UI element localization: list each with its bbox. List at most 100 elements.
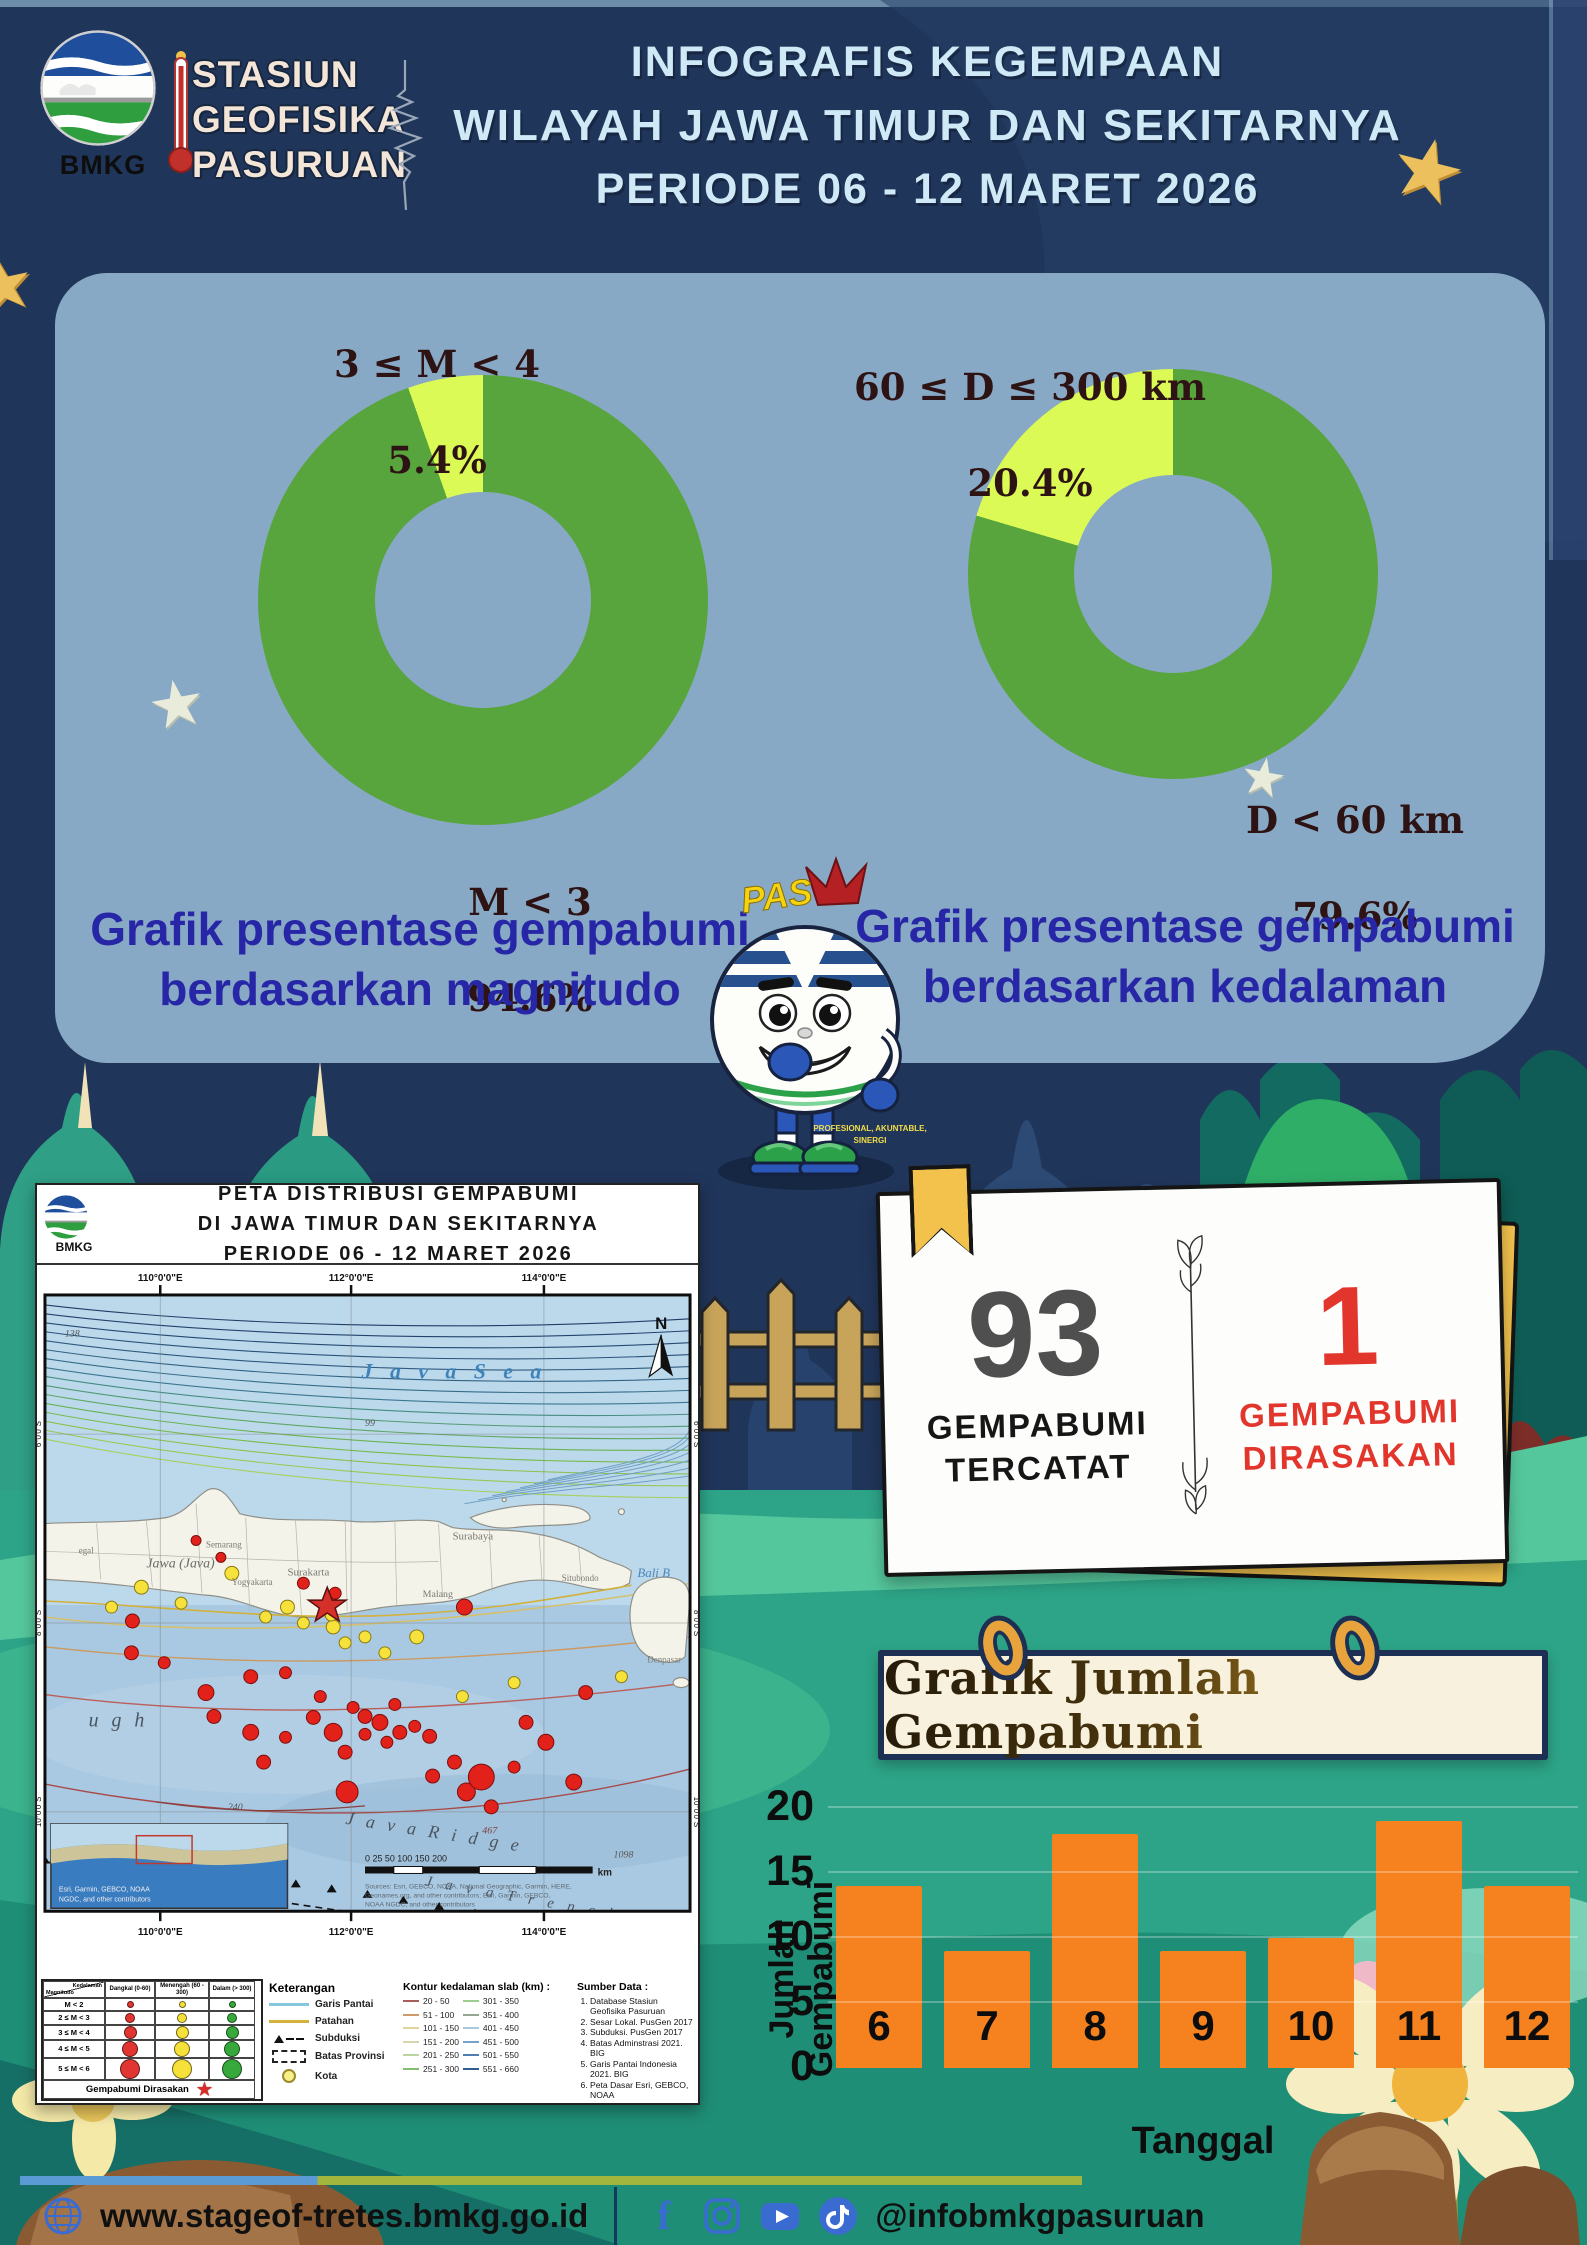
svg-text:km: km bbox=[598, 1867, 613, 1878]
x-tick: 6 bbox=[867, 2002, 891, 2049]
svg-text:110°0'0"E: 110°0'0"E bbox=[138, 1927, 183, 1938]
svg-text:Surabaya: Surabaya bbox=[452, 1530, 493, 1542]
title-line-1: INFOGRAFIS KEGEMPAAN bbox=[630, 38, 1225, 86]
kontur-range: 101 - 150 bbox=[403, 2023, 459, 2033]
svg-text:240: 240 bbox=[228, 1802, 243, 1813]
kontur-range: 151 - 200 bbox=[403, 2037, 459, 2047]
magnitude-depth-table: Kedalaman Magnitudo Dangkal (0-60) Menengah… bbox=[41, 1979, 263, 2101]
svg-text:f: f bbox=[658, 2195, 672, 2237]
donut-label-d60: D < 60 km 79.6% bbox=[1245, 798, 1464, 939]
donut-chart-depth bbox=[968, 369, 1378, 779]
coastline-icon bbox=[269, 2003, 309, 2006]
website-link[interactable]: www.stageof-tretes.bmkg.go.id bbox=[100, 2197, 589, 2234]
svg-text:138: 138 bbox=[65, 1329, 80, 1340]
kontur-range: 251 - 300 bbox=[403, 2064, 459, 2074]
legend-sumber-data: Sumber Data : Database Stasiun Geofisika… bbox=[577, 1979, 694, 2101]
fault-icon bbox=[269, 2020, 309, 2023]
map-header: BMKG PETA DISTRIBUSI GEMPABUMI DI JAWA T… bbox=[37, 1183, 698, 1265]
svg-text:Bali B: Bali B bbox=[637, 1565, 670, 1580]
sumber-item: Batas Adminstrasi 2021. BIG bbox=[590, 2038, 694, 2059]
mascot-motto-2: SINERGI bbox=[854, 1136, 887, 1145]
youtube-icon[interactable] bbox=[759, 2195, 801, 2237]
bmkg-logo-icon bbox=[43, 1194, 89, 1240]
x-tick: 9 bbox=[1191, 2002, 1215, 2049]
svg-text:egal: egal bbox=[79, 1545, 94, 1555]
bar-10 bbox=[1268, 1938, 1354, 2068]
x-tick: 8 bbox=[1083, 2002, 1107, 2049]
bar-11 bbox=[1376, 1821, 1462, 2068]
mascot-pas: PAS PROFESIONAL, AKUNTABLE, SINERGI bbox=[710, 856, 927, 1190]
stat-felt: 1 GEMPABUMI DIRASAKAN bbox=[1222, 1262, 1475, 1480]
bar-chart-banner: Grafik Jumlah Gempabumi bbox=[878, 1615, 1548, 1760]
scale-bar: 0 25 50 100 150 200 km Sources: Esri, GE… bbox=[365, 1854, 612, 1909]
bar-6 bbox=[836, 1886, 922, 2068]
x-tick: 10 bbox=[1287, 2002, 1335, 2049]
instagram-icon[interactable] bbox=[701, 2195, 743, 2237]
svg-text:Semarang: Semarang bbox=[206, 1539, 242, 1549]
legend-kontur: Kontur kedalaman slab (km) : 20 - 50 51 -… bbox=[403, 1981, 551, 2074]
facebook-icon[interactable]: f bbox=[643, 2195, 685, 2237]
stats-card: 93 GEMPABUMI TERCATAT 1 GEMPABUMI DIRASA… bbox=[875, 1185, 1520, 1587]
y-tick: 20 bbox=[766, 1782, 814, 1830]
felt-star-icon: ★ bbox=[196, 2079, 213, 2099]
donut-hole bbox=[375, 492, 591, 708]
recorded-count: 93 bbox=[965, 1263, 1105, 1403]
donut-label-60d300: 60 ≤ D ≤ 300 km 20.4% bbox=[853, 365, 1206, 506]
donut-chart-magnitude bbox=[258, 375, 708, 825]
kontur-range: 301 - 350 bbox=[462, 1996, 519, 2006]
svg-text:J a v a S e a: J a v a S e a bbox=[361, 1359, 548, 1383]
map-title: PETA DISTRIBUSI GEMPABUMI DI JAWA TIMUR … bbox=[197, 1183, 600, 1265]
gridline bbox=[828, 1871, 1578, 1873]
felt-label: GEMPABUMI DIRASAKAN bbox=[1238, 1391, 1461, 1477]
star-icon: ★ bbox=[142, 663, 212, 745]
map-bmkg-wordmark: BMKG bbox=[55, 1240, 93, 1254]
kontur-range: 401 - 450 bbox=[462, 2023, 519, 2033]
sumber-item: Database Stasiun Geofisika Pasuruan bbox=[590, 1996, 694, 2017]
svg-text:Geonames.org, and other contri: Geonames.org, and other contributors; Es… bbox=[365, 1892, 550, 1899]
kontur-range: 20 - 50 bbox=[403, 1996, 459, 2006]
donut-label-3m4: 3 ≤ M < 4 5.4% bbox=[334, 342, 540, 483]
kontur-range: 501 - 550 bbox=[462, 2050, 519, 2060]
leaf-divider-icon bbox=[1157, 1227, 1228, 1528]
svg-text:Esri, Garmin, GEBCO, NOAA: Esri, Garmin, GEBCO, NOAA bbox=[59, 1886, 150, 1893]
svg-text:Denpasar: Denpasar bbox=[647, 1655, 681, 1665]
bar-12 bbox=[1484, 1886, 1570, 2068]
svg-text:N: N bbox=[655, 1314, 667, 1333]
page-title: INFOGRAFIS KEGEMPAAN WILAYAH JAWA TIMUR … bbox=[390, 38, 1465, 228]
gridline bbox=[828, 1806, 1578, 1808]
map-bmkg-logo: BMKG bbox=[43, 1194, 105, 1254]
donut-label-m3: M < 3 94.6% bbox=[467, 880, 593, 1021]
kontur-range: 351 - 400 bbox=[462, 2010, 519, 2020]
sumber-item: Garis Pantai Indonesia 2021. BIG bbox=[590, 2059, 694, 2080]
svg-text:10°0'0"S: 10°0'0"S bbox=[692, 1797, 698, 1827]
y-tick: 0 bbox=[790, 2042, 814, 2090]
kontur-range: 551 - 660 bbox=[462, 2064, 519, 2074]
svg-text:u g h: u g h bbox=[89, 1709, 149, 1731]
svg-text:112°0'0"E: 112°0'0"E bbox=[329, 1927, 374, 1938]
svg-text:Sources: Esri, GEBCO, NOAA, Na: Sources: Esri, GEBCO, NOAA, National Geo… bbox=[365, 1883, 572, 1890]
felt-earthquake-star bbox=[306, 1585, 349, 1623]
svg-text:110°0'0"E: 110°0'0"E bbox=[138, 1273, 183, 1284]
felt-count: 1 bbox=[1315, 1262, 1381, 1389]
svg-text:Situbondo: Situbondo bbox=[562, 1573, 599, 1583]
recorded-label: GEMPABUMI TERCATAT bbox=[926, 1403, 1149, 1489]
map-legend: Kedalaman Magnitudo Dangkal (0-60) Menengah… bbox=[37, 1975, 698, 2103]
kontur-range: 201 - 250 bbox=[403, 2050, 459, 2060]
mascot-pas-text: PAS bbox=[738, 870, 814, 921]
bar-8 bbox=[1052, 1834, 1138, 2068]
bmkg-logo: BMKG bbox=[38, 28, 168, 181]
title-line-3: PERIODE 06 - 12 MARET 2026 bbox=[595, 165, 1260, 213]
gridline bbox=[828, 2001, 1578, 2003]
sumber-item: Peta Dasar Esri, GEBCO, NOAA bbox=[590, 2080, 694, 2101]
tiktok-icon[interactable] bbox=[817, 2195, 859, 2237]
social-handle[interactable]: @infobmkgpasuruan bbox=[875, 2197, 1205, 2234]
bmkg-logo-icon bbox=[40, 30, 156, 146]
footer-divider bbox=[20, 2176, 1082, 2185]
x-tick: 11 bbox=[1396, 2002, 1442, 2049]
y-tick: 5 bbox=[790, 1977, 814, 2025]
svg-text:10°0'0"S: 10°0'0"S bbox=[37, 1797, 43, 1827]
map-graphic: 110°0'0"E 112°0'0"E 114°0'0"E bbox=[37, 1273, 698, 1938]
svg-text:Yogyakarta: Yogyakarta bbox=[232, 1577, 273, 1587]
y-tick: 15 bbox=[766, 1847, 814, 1895]
